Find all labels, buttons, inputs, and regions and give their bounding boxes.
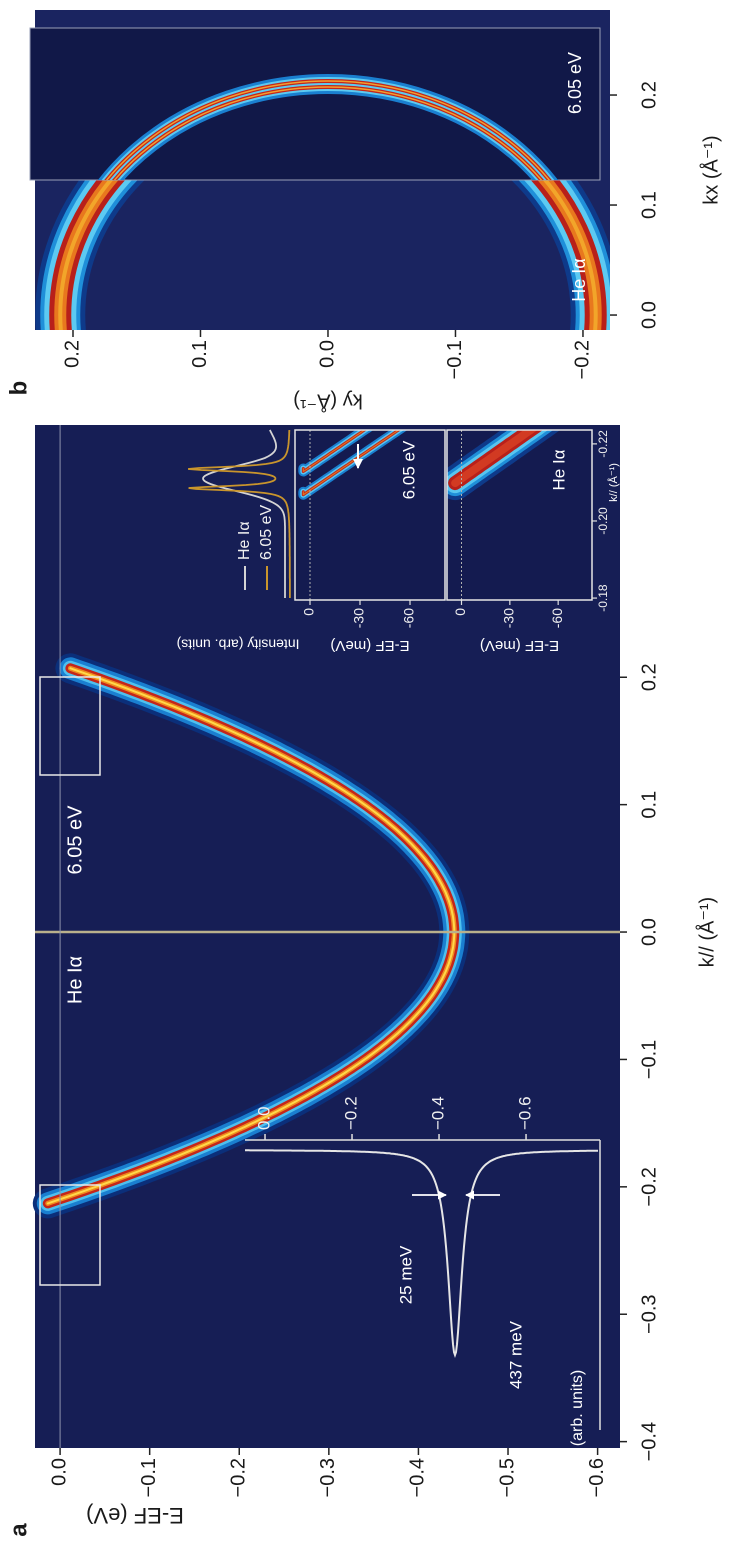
x-axis-label: k// (Å⁻¹) [695,897,718,968]
inset-y-axis-label: Intensity (arb. units) [177,636,300,652]
x-axis-label: kx (Å⁻¹) [699,135,722,204]
x-tick-label: −0.2 [638,1167,660,1206]
inset-y-axis-label: E-EF (meV) [330,637,409,654]
annotation: He Iα [549,449,568,490]
y-tick-label: −0.2 [228,1458,250,1497]
ring-stroke [58,180,598,330]
band-stroke [451,430,592,488]
inset-x-axis-label: k// (Å⁻¹) [607,463,620,502]
inset-y-tick-label: −0.6 [516,1096,535,1130]
annotation: 437 meV [506,1320,525,1389]
mdc-curve [202,429,286,598]
inset-y-tick-label: -60 [401,608,417,628]
zoom-box [39,1184,101,1286]
inset-y-tick-label: -60 [549,608,565,628]
inset-y-axis-label: E-EF (meV) [480,637,559,654]
inset-x-axis-label: Intensity (arb. units) [569,1370,586,1511]
mdc-curve [188,430,291,598]
annotation: 6.05 eV [565,52,585,114]
inset-x-tick-label: -0.22 [596,430,610,458]
inset-x-tick-label: -0.18 [596,584,610,612]
ring-stroke [56,80,600,180]
x-tick-label: 0.2 [638,663,660,691]
legend-label: He Iα [236,521,253,560]
band-stroke [302,430,445,496]
inset-x-tick-label: -0.20 [596,507,610,535]
band-stroke [302,430,445,472]
fermi-surface [35,180,610,330]
y-tick-label: −0.1 [138,1458,160,1497]
y-tick-label: −0.6 [586,1458,608,1497]
band-stroke [46,667,456,1205]
edc-curve [245,1149,598,1358]
x-tick-label: 0.2 [638,81,660,109]
annotation: 6.05 eV [64,805,86,875]
x-tick-label: 0.0 [638,918,660,946]
ring-stroke [53,77,600,180]
inset-y-tick-label: -30 [351,608,367,628]
laser-region [29,27,601,181]
y-tick-label: −0.1 [444,340,466,379]
zoom-box [39,676,101,776]
y-tick-label: −0.2 [571,340,593,379]
y-tick-label: 0.0 [48,1458,70,1486]
ring-stroke [62,86,594,180]
annotation: He Iα [569,258,589,301]
annotation: 25 meV [396,1245,415,1304]
fermi-surface [50,74,600,180]
x-tick-label: 0.0 [638,301,660,329]
y-tick-label: −0.4 [407,1458,429,1497]
inset-y-tick-label: 0 [301,608,317,616]
x-tick-label: 0.1 [638,191,660,219]
panel-label: a [5,1523,32,1537]
zoom-frame [446,429,593,601]
x-tick-label: 0.1 [638,791,660,819]
y-axis-label: E-EF (eV) [86,1503,184,1528]
rotated-figure: −0.4 −0.3 −0.2 −0.1 0.0 0.1 0.2 0.0 −0.1 −0.2 −0.3… [5,10,722,1537]
band [32,653,470,1219]
legend-label: 6.05 eV [258,505,275,560]
band [447,430,592,501]
band [298,430,445,477]
y-tick-label: 0.0 [316,340,338,368]
inset-y-tick-label: −0.4 [429,1096,448,1130]
y-axis-label: ky (Å⁻¹) [293,390,362,413]
x-tick-label: −0.3 [638,1294,660,1333]
inset-y-tick-label: 0 [452,608,468,616]
x-tick-label: −0.1 [638,1040,660,1079]
y-tick-label: 0.2 [61,340,83,368]
panel-label: b [5,381,32,396]
fermi-surface [55,79,600,180]
annotation: He Iα [64,956,86,1004]
zoom-panel [295,430,445,600]
zoom-frame [294,429,446,601]
band [298,430,445,500]
annotation: 6.05 eV [399,440,418,499]
x-tick-label: −0.4 [638,1422,660,1461]
inset-y-tick-label: −0.2 [342,1096,361,1130]
y-tick-label: 0.1 [189,340,211,368]
fermi-surface [61,85,595,180]
y-tick-label: −0.3 [317,1458,339,1497]
y-tick-label: −0.5 [496,1458,518,1497]
inset-y-tick-label: -30 [501,608,517,628]
inset-y-tick-label: 0.0 [254,1106,273,1130]
